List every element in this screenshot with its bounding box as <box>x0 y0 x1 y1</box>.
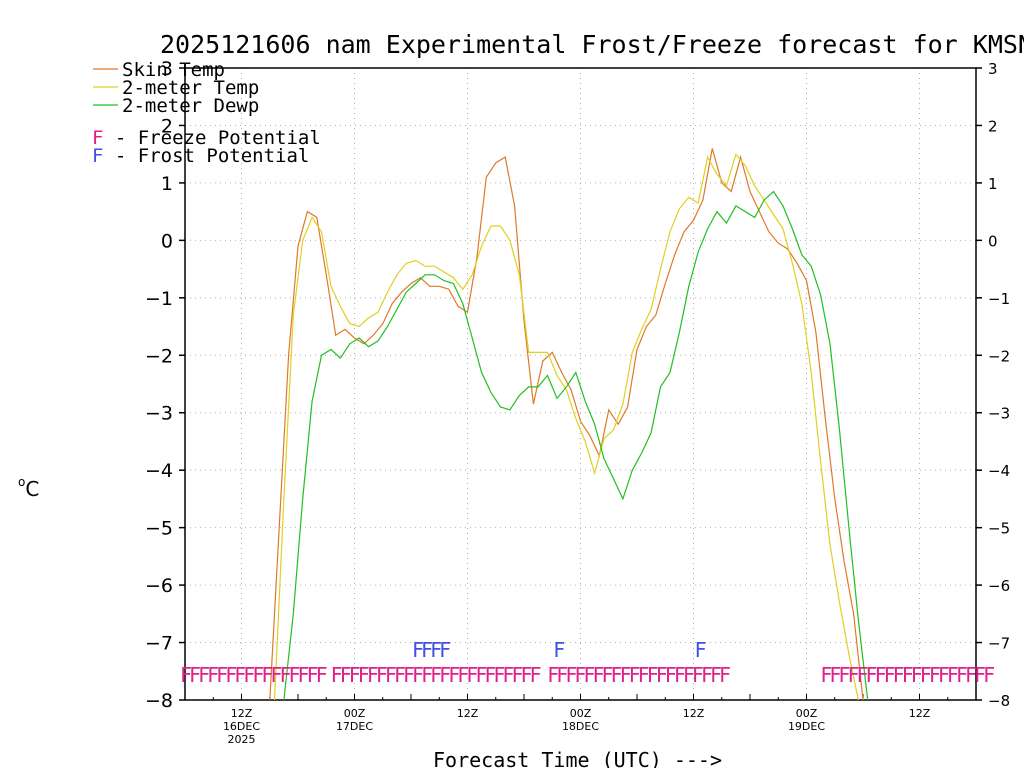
frost-potential-run-1: F <box>553 638 564 662</box>
y-tick-label-right: −1 <box>988 290 1010 308</box>
series-line-2-meter-temp <box>273 152 859 700</box>
y-tick-label-left: −1 <box>145 288 173 310</box>
y-tick-label-left: 3 <box>161 58 173 80</box>
y-axis-label-unit: C <box>25 477 39 501</box>
y-tick-label-right: −3 <box>988 405 1010 423</box>
y-axis-left: 3 2 1 0 −1 −2 −3 −4 −5 −6 −7 −8 <box>145 58 185 712</box>
legend-label-1: 2-meter Temp <box>122 77 259 99</box>
y-tick-label-left: −5 <box>145 518 173 540</box>
legend-marker-text: - Frost Potential <box>103 145 309 167</box>
x-tick-label-4-0: 12Z <box>683 707 705 720</box>
x-tick-label-1-1: 17DEC <box>336 720 373 733</box>
series-line-2-meter-dewp <box>283 190 869 700</box>
freeze-potential-run-1: FFFFFFFFFFFFFFFFFFFFFFF <box>331 663 541 687</box>
y-tick-label-right: 0 <box>988 232 998 250</box>
x-tick-label-5-1: 19DEC <box>788 720 825 733</box>
x-tick-label-0-2: 2025 <box>228 733 256 746</box>
frost-potential-run-0: FFFF <box>412 638 450 662</box>
y-axis-label-degree: o <box>18 475 25 489</box>
x-tick-label-6-0: 12Z <box>909 707 931 720</box>
y-tick-label-left: −6 <box>145 575 173 597</box>
freeze-potential-run-2: FFFFFFFFFFFFFFFFFFFF <box>547 663 730 687</box>
x-axis-label: Forecast Time (UTC) ---> <box>433 748 722 768</box>
x-tick-label-3-1: 18DEC <box>562 720 599 733</box>
y-tick-label-left: 1 <box>161 173 173 195</box>
x-tick-label-2-0: 12Z <box>457 707 479 720</box>
x-tick-label-1-0: 00Z <box>344 707 366 720</box>
y-tick-label-right: −6 <box>988 577 1010 595</box>
legend-freeze-potential: F - Freeze Potential <box>92 127 321 149</box>
y-tick-label-right: −7 <box>988 635 1010 653</box>
legend-frost-potential: F - Frost Potential <box>92 145 309 167</box>
y-axis-right: 3 2 1 0 −1 −2 −3 −4 −5 −6 −7 −8 <box>976 60 1010 710</box>
y-tick-label-right: 2 <box>988 117 998 135</box>
frost-potential-run-2: F <box>695 638 706 662</box>
y-tick-label-right: 3 <box>988 60 998 78</box>
y-tick-label-right: 1 <box>988 175 998 193</box>
y-tick-label-left: −8 <box>145 690 173 712</box>
freeze-potential-run-3: FFFFFFFFFFFFFFFFFFF <box>820 663 994 687</box>
potential-markers: FFFFFFFFFFFFFFFF FFFFFFFFFFFFFFFFFFFFFFF F… <box>180 638 997 687</box>
legend-marker-text: - Freeze Potential <box>103 127 320 149</box>
y-tick-label-left: 0 <box>161 230 173 252</box>
y-axis-label: oC <box>18 475 39 501</box>
y-tick-label-right: −2 <box>988 347 1010 365</box>
series-lines <box>269 148 869 700</box>
y-tick-label-right: −4 <box>988 462 1010 480</box>
x-tick-label-5-0: 00Z <box>796 707 818 720</box>
y-tick-label-right: −8 <box>988 692 1010 710</box>
grid-lines <box>185 68 976 700</box>
y-tick-label-left: −4 <box>145 460 173 482</box>
legend-label-2: 2-meter Dewp <box>122 95 259 117</box>
y-tick-label-left: −3 <box>145 403 173 425</box>
legend-marker: F <box>92 127 103 149</box>
legend-marker: F <box>92 145 103 167</box>
y-tick-label-right: −5 <box>988 520 1010 538</box>
x-tick-label-0-1: 16DEC <box>223 720 260 733</box>
series-line-skin-temp <box>269 148 864 700</box>
y-tick-label-left: −7 <box>145 633 173 655</box>
legend-label-0: Skin Temp <box>122 59 225 81</box>
x-tick-label-3-0: 00Z <box>570 707 592 720</box>
chart-title: 2025121606 nam Experimental Frost/Freeze… <box>160 30 1024 59</box>
freeze-potential-run-0: FFFFFFFFFFFFFFFF <box>180 663 327 687</box>
y-tick-label-left: 2 <box>161 115 173 137</box>
x-tick-label-0-0: 12Z <box>231 707 253 720</box>
y-tick-label-left: −2 <box>145 345 173 367</box>
